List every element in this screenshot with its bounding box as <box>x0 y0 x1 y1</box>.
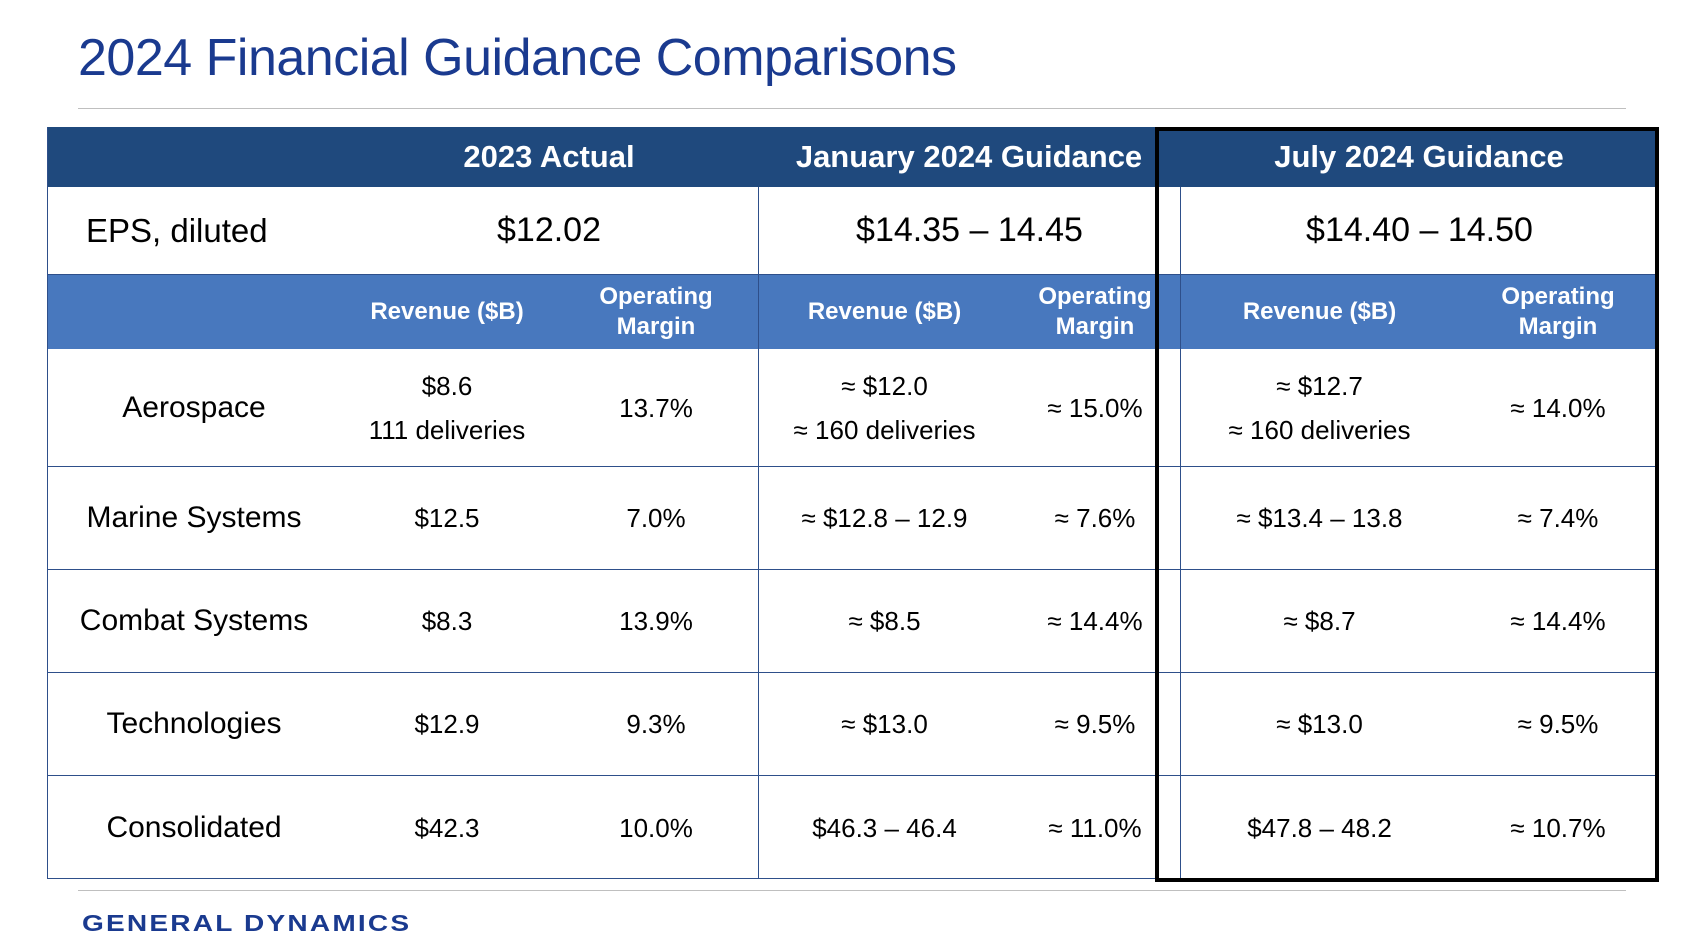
subheader-margin-line2: Margin <box>1518 313 1598 340</box>
subheader-margin-line1: Operating <box>1038 283 1152 310</box>
technologies-2023-margin: 9.3% <box>554 673 758 776</box>
subheader-margin-jul: Operating Margin <box>1458 275 1658 349</box>
consolidated-2023-margin: 10.0% <box>619 812 693 843</box>
aerospace-jul-revenue-value: ≈ $12.7 <box>1276 370 1363 401</box>
consolidated-jan-revenue: $46.3 – 46.4 <box>758 776 1010 879</box>
subheader-margin-jan: Operating Margin <box>1010 275 1180 349</box>
eps-2023-actual: $12.02 <box>340 187 758 275</box>
subheader-blank-cell <box>48 275 340 349</box>
aerospace-jul-margin: ≈ 14.0% <box>1458 349 1658 467</box>
aerospace-jul-deliveries: ≈ 160 deliveries <box>1228 414 1411 445</box>
consolidated-2023-revenue: $42.3 <box>414 812 480 843</box>
segment-combat-label: Combat Systems <box>48 570 340 673</box>
header-jan-2024-guidance: January 2024 Guidance <box>758 127 1180 187</box>
marine-2023-margin: 7.0% <box>554 467 758 570</box>
aerospace-jan-deliveries: ≈ 160 deliveries <box>793 414 976 445</box>
subheader-margin-line1: Operating <box>1501 283 1615 310</box>
segment-aerospace-label: Aerospace <box>48 349 340 467</box>
technologies-2023-revenue: $12.9 <box>340 673 554 776</box>
marine-jul-margin: ≈ 7.4% <box>1458 467 1658 570</box>
aerospace-2023-deliveries: 111 deliveries <box>368 414 526 445</box>
marine-2023-revenue: $12.5 <box>340 467 554 570</box>
subheader-revenue-label: Revenue ($B) <box>370 298 524 325</box>
aerospace-jul-revenue: ≈ $12.7 ≈ 160 deliveries <box>1180 349 1458 467</box>
subheader-margin-2023: Operating Margin <box>554 275 758 349</box>
eps-label: EPS, diluted <box>48 187 340 275</box>
subheader-margin-line2: Margin <box>1055 313 1135 340</box>
subheader-revenue-label: Revenue ($B) <box>1242 298 1397 325</box>
consolidated-jan-margin: ≈ 11.0% <box>1048 812 1142 843</box>
title-divider <box>78 108 1626 109</box>
aerospace-2023-revenue: $8.6 111 deliveries <box>340 349 554 467</box>
combat-jul-revenue: ≈ $8.7 <box>1180 570 1458 673</box>
aerospace-2023-revenue-value: $8.6 <box>421 370 473 401</box>
marine-jan-revenue: ≈ $12.8 – 12.9 <box>758 467 1010 570</box>
marine-jan-margin: ≈ 7.6% <box>1010 467 1180 570</box>
subheader-revenue-2023: Revenue ($B) <box>340 275 554 349</box>
company-logo: GENERAL DYNAMICS <box>82 910 412 936</box>
header-jul-2024-guidance: July 2024 Guidance <box>1180 127 1658 187</box>
consolidated-jul-revenue: $47.8 – 48.2 <box>1180 776 1458 879</box>
aerospace-jan-revenue: ≈ $12.0 ≈ 160 deliveries <box>758 349 1010 467</box>
technologies-jul-margin: ≈ 9.5% <box>1458 673 1658 776</box>
eps-jul-2024: $14.40 – 14.50 <box>1180 187 1658 275</box>
segment-marine-label: Marine Systems <box>48 467 340 570</box>
marine-jul-revenue: ≈ $13.4 – 13.8 <box>1180 467 1458 570</box>
subheader-revenue-jan: Revenue ($B) <box>758 275 1010 349</box>
combat-jul-margin: ≈ 14.4% <box>1458 570 1658 673</box>
subheader-revenue-label: Revenue ($B) <box>807 298 962 325</box>
subheader-margin-line2: Margin <box>616 313 696 340</box>
technologies-jan-revenue: ≈ $13.0 <box>758 673 1010 776</box>
page-title: 2024 Financial Guidance Comparisons <box>78 29 957 87</box>
combat-jan-margin: ≈ 14.4% <box>1010 570 1180 673</box>
combat-jan-revenue: ≈ $8.5 <box>758 570 1010 673</box>
guidance-table: 2023 Actual January 2024 Guidance July 2… <box>47 127 1658 879</box>
consolidated-jul-margin: ≈ 10.7% <box>1510 812 1606 843</box>
eps-jan-2024: $14.35 – 14.45 <box>758 187 1180 275</box>
combat-2023-revenue: $8.3 <box>340 570 554 673</box>
aerospace-jan-margin: ≈ 15.0% <box>1010 349 1180 467</box>
footer-divider <box>78 890 1626 891</box>
aerospace-jan-revenue-value: ≈ $12.0 <box>841 370 928 401</box>
aerospace-2023-margin: 13.7% <box>554 349 758 467</box>
segment-consolidated-label: Consolidated <box>106 810 282 844</box>
header-2023-actual: 2023 Actual <box>340 127 758 187</box>
subheader-margin-line1: Operating <box>599 283 713 310</box>
technologies-jan-margin: ≈ 9.5% <box>1010 673 1180 776</box>
segment-technologies-label: Technologies <box>48 673 340 776</box>
subheader-revenue-jul: Revenue ($B) <box>1180 275 1458 349</box>
header-blank-cell <box>48 127 340 187</box>
combat-2023-margin: 13.9% <box>554 570 758 673</box>
technologies-jul-revenue: ≈ $13.0 <box>1180 673 1458 776</box>
